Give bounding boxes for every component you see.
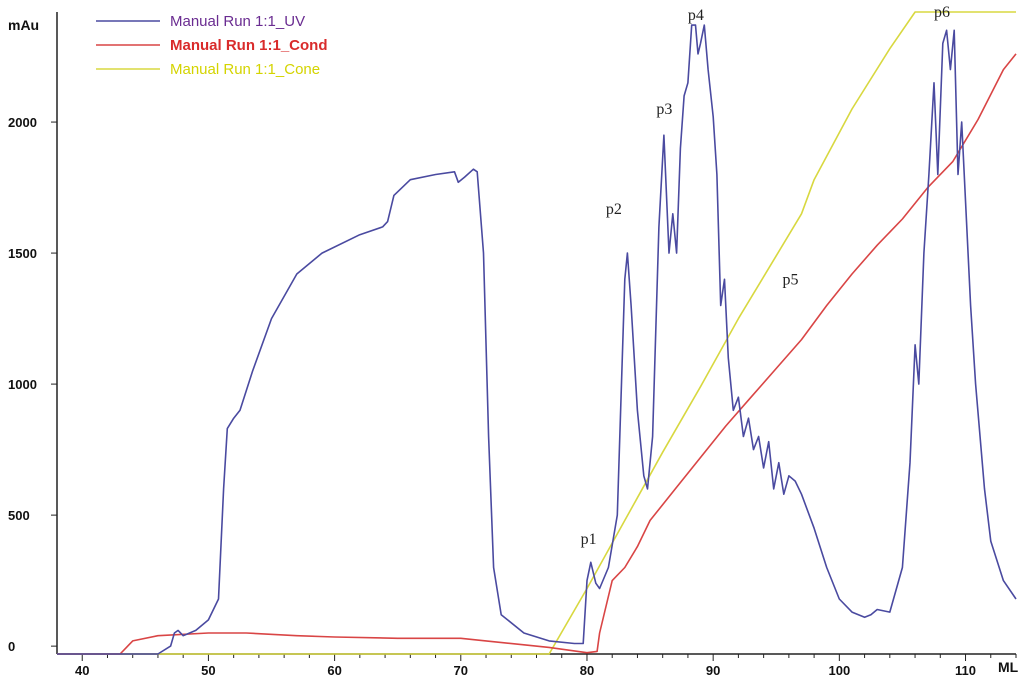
- x-tick-label: 110: [955, 663, 976, 678]
- x-tick-label: 90: [706, 663, 720, 678]
- series-line-uv: [57, 24, 1017, 655]
- y-tick-label: 500: [8, 508, 30, 523]
- legend-label: Manual Run 1:1_Cone: [170, 61, 320, 78]
- y-tick-label: 2000: [8, 115, 37, 130]
- x-tick-label: 80: [580, 663, 594, 678]
- legend-label: Manual Run 1:1_Cond: [170, 37, 328, 54]
- peak-label-p3: p3: [656, 101, 672, 118]
- x-axis-unit: ML: [998, 659, 1019, 675]
- x-tick-label: 50: [201, 663, 215, 678]
- y-tick-label: 0: [8, 639, 15, 654]
- y-tick-label: 1500: [8, 246, 37, 261]
- peak-label-p2: p2: [606, 201, 622, 218]
- x-tick-label: 40: [75, 663, 89, 678]
- y-tick-label: 1000: [8, 377, 37, 392]
- series-line-cond: [57, 53, 1017, 655]
- peak-label-p5: p5: [783, 272, 799, 289]
- series-line-cone: [57, 11, 1016, 655]
- x-tick-label: 70: [454, 663, 468, 678]
- y-axis-unit: mAu: [8, 17, 39, 33]
- x-tick-label: 100: [828, 663, 850, 678]
- peak-label-p6: p6: [934, 4, 950, 21]
- peak-label-p1: p1: [581, 531, 597, 548]
- peak-label-p4: p4: [688, 7, 704, 24]
- legend-label: Manual Run 1:1_UV: [170, 13, 305, 30]
- x-tick-label: 60: [327, 663, 341, 678]
